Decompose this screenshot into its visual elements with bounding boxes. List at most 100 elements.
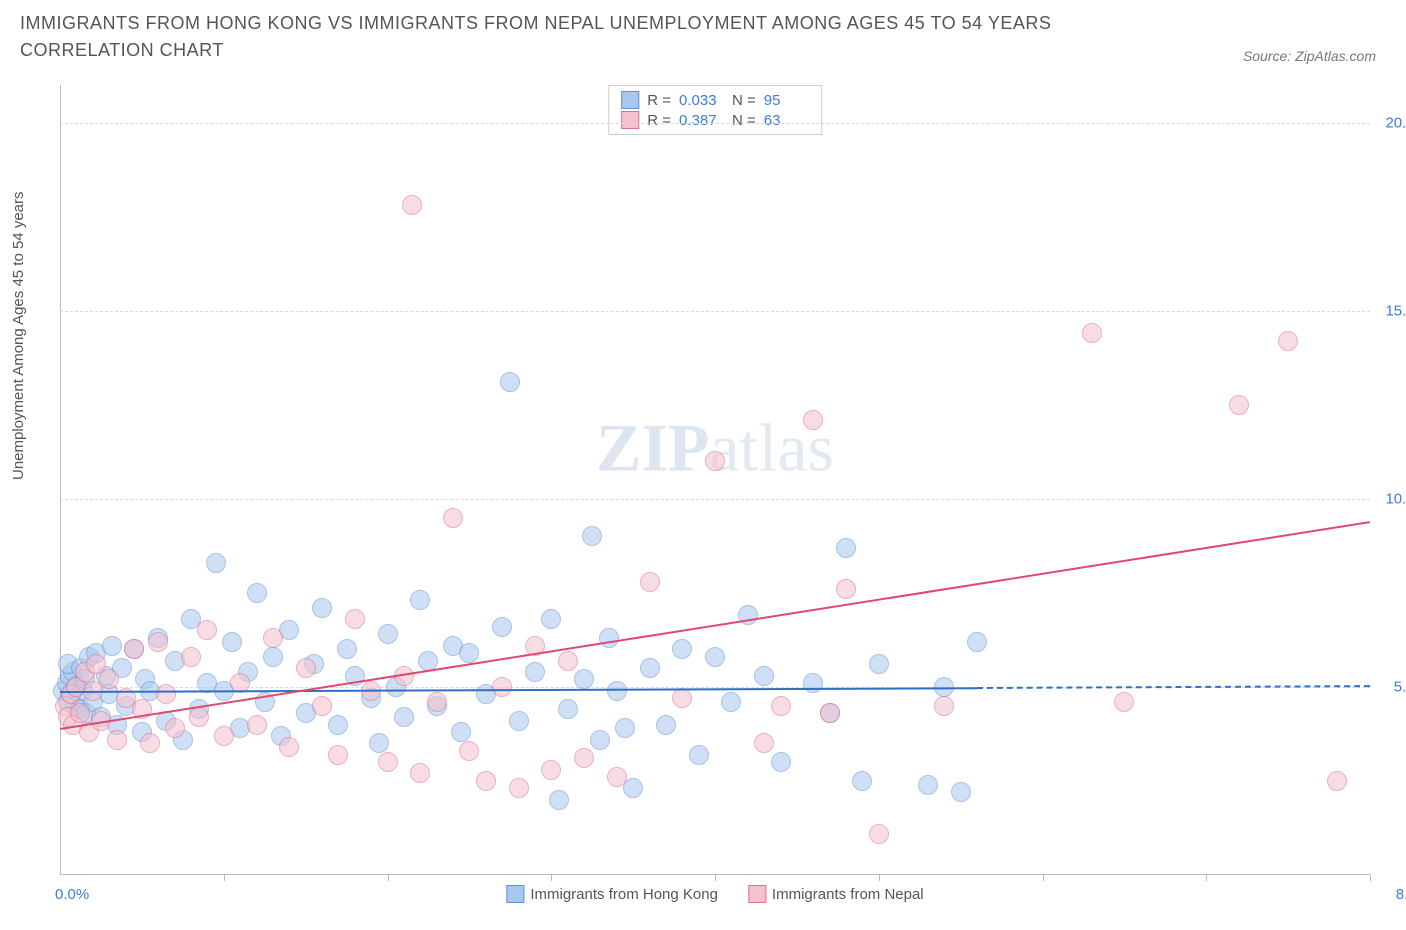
data-point-np: [1278, 331, 1298, 351]
data-point-hk: [263, 647, 283, 667]
data-point-hk: [721, 692, 741, 712]
data-point-hk: [590, 730, 610, 750]
data-point-np: [607, 767, 627, 787]
data-point-hk: [500, 372, 520, 392]
y-tick-label: 15.0%: [1385, 302, 1406, 319]
data-point-np: [189, 707, 209, 727]
data-point-np: [402, 195, 422, 215]
data-point-hk: [206, 553, 226, 573]
data-point-np: [1229, 395, 1249, 415]
data-point-hk: [558, 699, 578, 719]
data-point-np: [476, 771, 496, 791]
x-tick: [224, 875, 225, 881]
data-point-hk: [803, 673, 823, 693]
data-point-np: [574, 748, 594, 768]
x-tick: [1370, 875, 1371, 881]
data-point-hk: [754, 666, 774, 686]
trend-line: [60, 521, 1370, 730]
data-point-hk: [102, 636, 122, 656]
grid-line: [60, 123, 1370, 124]
chart-title: IMMIGRANTS FROM HONG KONG VS IMMIGRANTS …: [20, 10, 1140, 64]
data-point-np: [148, 632, 168, 652]
data-point-np: [107, 730, 127, 750]
y-tick-label: 20.0%: [1385, 114, 1406, 131]
data-point-hk: [337, 639, 357, 659]
data-point-hk: [525, 662, 545, 682]
x-tick-max: 8.0%: [1396, 886, 1406, 903]
data-point-hk: [247, 583, 267, 603]
data-point-np: [247, 715, 267, 735]
data-point-hk: [451, 722, 471, 742]
grid-line: [60, 499, 1370, 500]
legend-item-np: Immigrants from Nepal: [748, 885, 924, 903]
y-axis: [60, 85, 61, 875]
x-tick: [879, 875, 880, 881]
data-point-hk: [771, 752, 791, 772]
data-point-np: [263, 628, 283, 648]
stats-row-hk: R = 0.033 N = 95: [621, 90, 809, 110]
data-point-np: [279, 737, 299, 757]
stats-row-np: R = 0.387 N = 63: [621, 110, 809, 130]
data-point-hk: [615, 718, 635, 738]
data-point-np: [836, 579, 856, 599]
trend-line: [977, 685, 1370, 689]
data-point-hk: [574, 669, 594, 689]
data-point-np: [378, 752, 398, 772]
x-tick: [1043, 875, 1044, 881]
data-point-hk: [582, 526, 602, 546]
source-label: Source: ZipAtlas.com: [1243, 48, 1376, 64]
legend-item-hk: Immigrants from Hong Kong: [506, 885, 718, 903]
swatch-np: [748, 885, 766, 903]
data-point-np: [820, 703, 840, 723]
data-point-np: [509, 778, 529, 798]
data-point-np: [1114, 692, 1134, 712]
data-point-hk: [918, 775, 938, 795]
data-point-np: [312, 696, 332, 716]
data-point-np: [181, 647, 201, 667]
data-point-hk: [369, 733, 389, 753]
y-axis-label: Unemployment Among Ages 45 to 54 years: [10, 191, 27, 480]
data-point-np: [1327, 771, 1347, 791]
x-tick: [1206, 875, 1207, 881]
data-point-hk: [410, 590, 430, 610]
x-tick: [715, 875, 716, 881]
data-point-np: [1082, 323, 1102, 343]
watermark: ZIPatlas: [596, 409, 834, 488]
swatch-np: [621, 111, 639, 129]
data-point-np: [492, 677, 512, 697]
data-point-hk: [656, 715, 676, 735]
x-tick-min: 0.0%: [55, 886, 89, 903]
data-point-hk: [689, 745, 709, 765]
data-point-np: [165, 718, 185, 738]
data-point-hk: [549, 790, 569, 810]
data-point-hk: [869, 654, 889, 674]
stats-legend: R = 0.033 N = 95 R = 0.387 N = 63: [608, 85, 822, 135]
data-point-hk: [394, 707, 414, 727]
data-point-np: [214, 726, 234, 746]
data-point-hk: [640, 658, 660, 678]
data-point-np: [541, 760, 561, 780]
data-point-hk: [836, 538, 856, 558]
data-point-hk: [378, 624, 398, 644]
data-point-hk: [541, 609, 561, 629]
data-point-hk: [951, 782, 971, 802]
data-point-hk: [672, 639, 692, 659]
data-point-hk: [328, 715, 348, 735]
data-point-np: [197, 620, 217, 640]
data-point-np: [672, 688, 692, 708]
swatch-hk: [506, 885, 524, 903]
data-point-np: [558, 651, 578, 671]
data-point-np: [754, 733, 774, 753]
data-point-np: [427, 692, 447, 712]
legend: Immigrants from Hong Kong Immigrants fro…: [506, 885, 923, 903]
data-point-np: [70, 703, 90, 723]
data-point-np: [705, 451, 725, 471]
data-point-np: [99, 669, 119, 689]
x-tick: [551, 875, 552, 881]
data-point-hk: [222, 632, 242, 652]
data-point-hk: [492, 617, 512, 637]
data-point-np: [124, 639, 144, 659]
data-point-np: [328, 745, 348, 765]
data-point-hk: [312, 598, 332, 618]
data-point-hk: [705, 647, 725, 667]
